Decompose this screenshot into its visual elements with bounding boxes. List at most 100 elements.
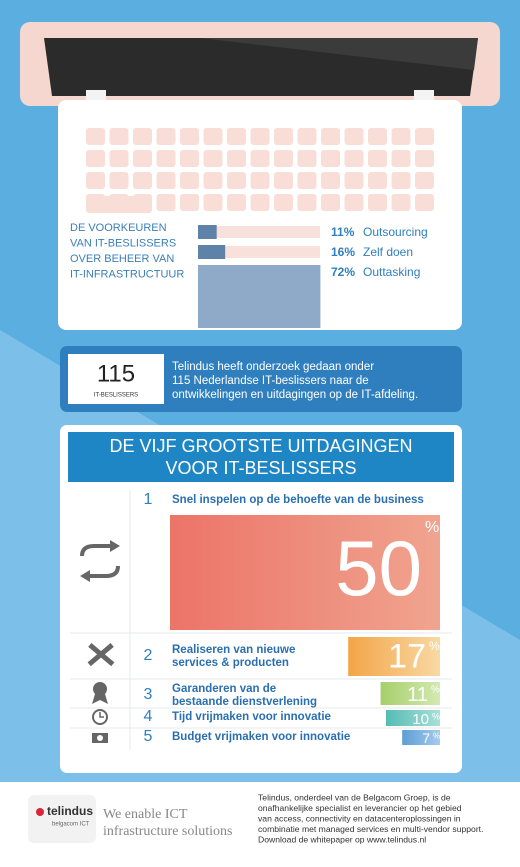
challenge-value: 50 bbox=[335, 524, 422, 612]
rank: 3 bbox=[144, 686, 153, 703]
key bbox=[86, 128, 105, 145]
footer-text: combinatie met managed services en multi… bbox=[258, 824, 483, 834]
pref-number: 16 bbox=[331, 245, 345, 259]
key bbox=[391, 150, 411, 167]
key bbox=[227, 194, 246, 211]
key bbox=[274, 194, 293, 211]
pref-value: 11% bbox=[331, 225, 355, 239]
key bbox=[227, 128, 246, 145]
pref-unit: % bbox=[344, 265, 355, 279]
rank: 2 bbox=[144, 647, 153, 664]
key bbox=[368, 150, 387, 167]
key bbox=[250, 194, 270, 211]
rank: 4 bbox=[144, 708, 153, 725]
key bbox=[109, 150, 129, 167]
key bbox=[180, 172, 199, 189]
logo-box bbox=[28, 795, 96, 843]
rank: 5 bbox=[144, 728, 153, 745]
rank: 1 bbox=[144, 491, 153, 508]
key bbox=[274, 172, 293, 189]
key bbox=[86, 196, 152, 213]
key bbox=[133, 172, 152, 189]
challenge-unit: % bbox=[432, 712, 440, 722]
challenge-unit: % bbox=[429, 639, 440, 653]
icon-tools bbox=[87, 643, 115, 667]
key bbox=[203, 150, 223, 167]
key bbox=[227, 172, 246, 189]
count-box bbox=[68, 354, 164, 404]
pref-track bbox=[198, 226, 320, 238]
challenge-unit: % bbox=[425, 519, 439, 536]
key bbox=[180, 194, 199, 211]
pref-unit: % bbox=[344, 245, 355, 259]
pref-unit: % bbox=[344, 225, 355, 239]
footer-text: Download de whitepaper op www.telindus.n… bbox=[258, 834, 426, 844]
icon-medal bbox=[92, 682, 108, 704]
pref-number: 72 bbox=[331, 265, 345, 279]
research-text: ontwikkelingen en uitdagingen op de IT-a… bbox=[172, 389, 418, 401]
key bbox=[344, 150, 364, 167]
key bbox=[180, 128, 199, 145]
research-text: 115 Nederlandse IT-beslissers naar de bbox=[172, 375, 369, 387]
key bbox=[368, 172, 387, 189]
challenges-title: VOOR IT-BESLISSERS bbox=[165, 458, 356, 478]
key bbox=[156, 172, 176, 189]
footer-text: Telindus, onderdeel van de Belgacom Groe… bbox=[258, 792, 451, 802]
challenge-unit: % bbox=[433, 732, 440, 741]
key bbox=[415, 194, 434, 211]
key bbox=[391, 128, 411, 145]
key bbox=[156, 150, 176, 167]
key bbox=[321, 194, 340, 211]
count-label: IT-BESLISSERS bbox=[94, 393, 138, 399]
key bbox=[321, 150, 340, 167]
pref-name: Outtasking bbox=[363, 265, 420, 279]
challenges-header bbox=[68, 432, 454, 482]
key bbox=[415, 172, 434, 189]
key bbox=[274, 150, 293, 167]
key bbox=[133, 128, 152, 145]
key bbox=[133, 150, 152, 167]
key bbox=[321, 128, 340, 145]
footer-text: van access, connectivity en datacenterop… bbox=[258, 813, 461, 823]
pref-title: DE VOORKEUREN bbox=[70, 222, 167, 234]
tagline: We enable ICT bbox=[103, 807, 188, 822]
key bbox=[86, 150, 105, 167]
logo-sub: belgacom ICT bbox=[52, 822, 90, 828]
key bbox=[156, 128, 176, 145]
challenge-value: 7 bbox=[422, 730, 430, 746]
key bbox=[180, 150, 199, 167]
key bbox=[250, 128, 270, 145]
key bbox=[415, 128, 434, 145]
key bbox=[391, 172, 411, 189]
pref-bar bbox=[198, 225, 217, 239]
key bbox=[368, 194, 387, 211]
challenge-value: 10 bbox=[412, 711, 429, 728]
pref-value: 16% bbox=[331, 245, 355, 259]
challenge-text: Garanderen van de bbox=[172, 683, 276, 695]
key bbox=[250, 172, 270, 189]
key bbox=[391, 194, 411, 211]
pref-number: 11 bbox=[331, 225, 344, 239]
key bbox=[415, 150, 434, 167]
key bbox=[156, 194, 176, 211]
challenge-text: Tijd vrijmaken voor innovatie bbox=[172, 711, 331, 723]
key bbox=[203, 128, 223, 145]
key bbox=[297, 172, 317, 189]
challenge-text: Snel inspelen op de behoefte van de busi… bbox=[172, 494, 424, 506]
challenge-text: services & producten bbox=[172, 657, 289, 669]
challenge-text: bestaande dienstverlening bbox=[172, 696, 317, 708]
key bbox=[297, 128, 317, 145]
key bbox=[297, 194, 317, 211]
pref-track bbox=[198, 246, 320, 258]
key bbox=[203, 194, 223, 211]
icon-clock bbox=[92, 709, 108, 725]
icon-refresh bbox=[80, 540, 120, 582]
challenge-value: 17 bbox=[388, 637, 426, 675]
screen-reflection bbox=[200, 38, 478, 70]
key bbox=[344, 128, 364, 145]
pref-title: OVER BEHEER VAN bbox=[70, 253, 174, 265]
pref-name: Outsourcing bbox=[363, 225, 428, 239]
key bbox=[344, 172, 364, 189]
key bbox=[297, 150, 317, 167]
